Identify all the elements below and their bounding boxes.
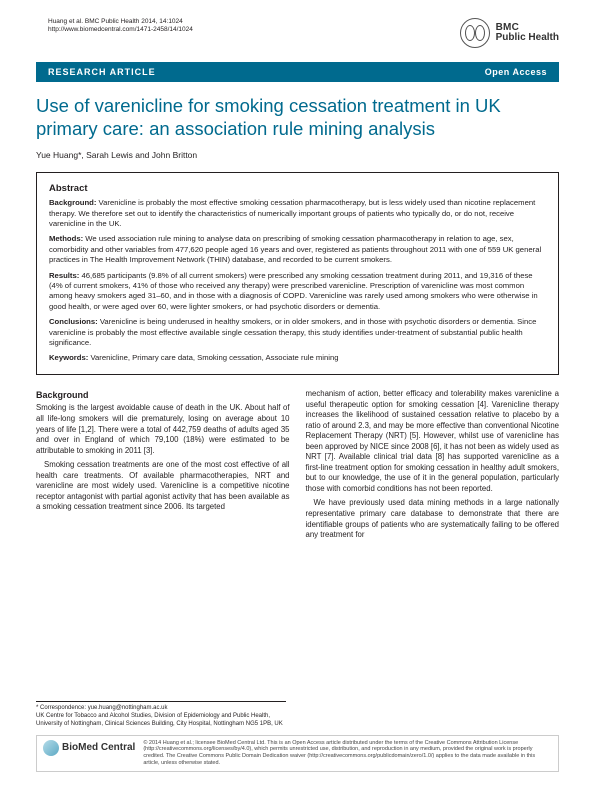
journal-logo-icon xyxy=(460,18,490,48)
license-text: © 2014 Huang et al.; licensee BioMed Cen… xyxy=(143,740,552,768)
body-columns: Background Smoking is the largest avoida… xyxy=(36,389,559,544)
abstract-methods: Methods: We used association rule mining… xyxy=(49,234,546,265)
abstract-results: Results: 46,685 participants (9.8% of al… xyxy=(49,271,546,313)
article-title: Use of varenicline for smoking cessation… xyxy=(36,94,559,140)
abs-conc-label: Conclusions: xyxy=(49,317,98,326)
abs-methods-text: We used association rule mining to analy… xyxy=(49,234,541,264)
authors-line: Yue Huang*, Sarah Lewis and John Britton xyxy=(36,150,559,160)
page-footer: * Correspondence: yue.huang@nottingham.a… xyxy=(36,701,559,772)
body-p3: mechanism of action, better efficacy and… xyxy=(306,389,560,494)
correspondence-email: * Correspondence: yue.huang@nottingham.a… xyxy=(36,705,286,713)
column-right: mechanism of action, better efficacy and… xyxy=(306,389,560,544)
abs-results-label: Results: xyxy=(49,271,79,280)
article-type-band: RESEARCH ARTICLE Open Access xyxy=(36,62,559,82)
abs-results-text: 46,685 participants (9.8% of all current… xyxy=(49,271,538,311)
citation-line1: Huang et al. BMC Public Health 2014, 14:… xyxy=(48,18,193,26)
abstract-keywords: Keywords: Varenicline, Primary care data… xyxy=(49,353,546,362)
journal-logo-text: BMC Public Health xyxy=(496,23,559,44)
citation-url: http://www.biomedcentral.com/1471-2458/1… xyxy=(48,26,193,34)
abs-kw-label: Keywords: xyxy=(49,353,88,362)
background-heading: Background xyxy=(36,389,290,401)
body-p1: Smoking is the largest avoidable cause o… xyxy=(36,403,290,456)
license-row: BioMed Central © 2014 Huang et al.; lice… xyxy=(36,735,559,773)
abstract-background: Background: Varenicline is probably the … xyxy=(49,198,546,229)
abs-conc-text: Varenicline is being underused in health… xyxy=(49,317,536,347)
correspondence: * Correspondence: yue.huang@nottingham.a… xyxy=(36,701,286,728)
body-p2: Smoking cessation treatments are one of … xyxy=(36,460,290,513)
abs-methods-label: Methods: xyxy=(49,234,83,243)
abstract-box: Abstract Background: Varenicline is prob… xyxy=(36,172,559,375)
journal-logo: BMC Public Health xyxy=(460,18,559,48)
authors-text: Yue Huang*, Sarah Lewis and John Britton xyxy=(36,150,197,160)
brand-line2: Public Health xyxy=(496,33,559,44)
correspondence-address: UK Centre for Tobacco and Alcohol Studie… xyxy=(36,713,286,729)
abstract-conclusions: Conclusions: Varenicline is being underu… xyxy=(49,317,546,348)
bmc-logo-icon xyxy=(43,740,59,756)
article-type: RESEARCH ARTICLE xyxy=(48,67,156,77)
citation: Huang et al. BMC Public Health 2014, 14:… xyxy=(48,18,193,35)
biomed-central-logo: BioMed Central xyxy=(43,740,135,756)
column-left: Background Smoking is the largest avoida… xyxy=(36,389,290,544)
page-header: Huang et al. BMC Public Health 2014, 14:… xyxy=(0,0,595,56)
abs-kw-text: Varenicline, Primary care data, Smoking … xyxy=(88,353,338,362)
abstract-heading: Abstract xyxy=(49,183,546,194)
body-p4: We have previously used data mining meth… xyxy=(306,498,560,540)
bmc-logo-text: BioMed Central xyxy=(62,742,135,753)
bmc-text: BioMed Central xyxy=(62,742,135,753)
open-access-label: Open Access xyxy=(485,67,547,77)
abs-bg-text: Varenicline is probably the most effecti… xyxy=(49,198,535,228)
abs-bg-label: Background: xyxy=(49,198,96,207)
